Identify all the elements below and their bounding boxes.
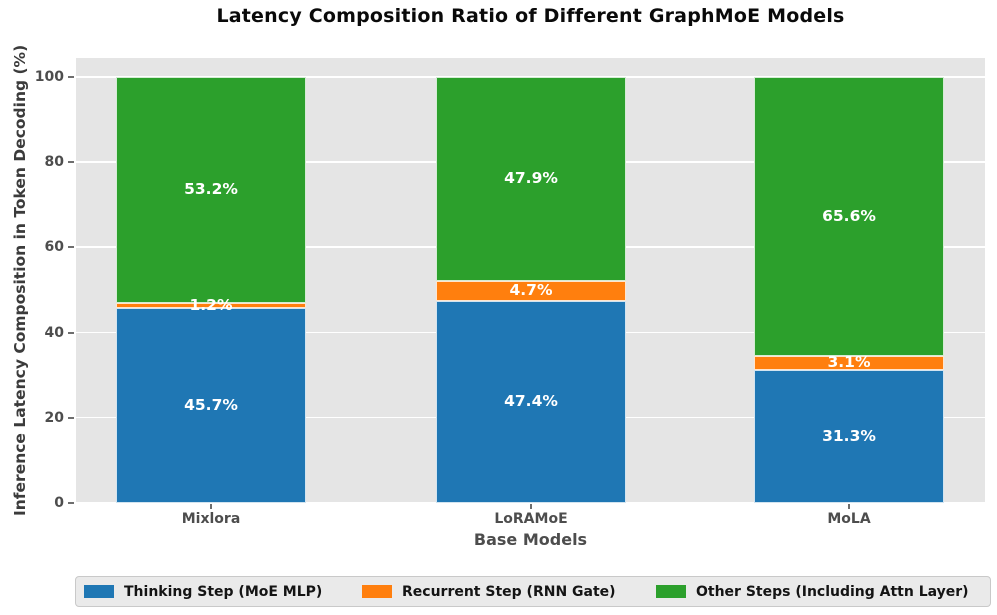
value-label: 65.6%: [822, 206, 876, 225]
bar-segment-loramoe: 47.4%: [436, 301, 626, 503]
y-tick-mark-0: [68, 502, 74, 504]
bar-segment-loramoe: 47.9%: [436, 77, 626, 282]
legend-label-2: Recurrent Step (RNN Gate): [402, 583, 616, 600]
legend-swatch-3: [656, 585, 686, 598]
value-label: 1.2%: [189, 296, 233, 315]
y-tick-mark-80: [68, 161, 74, 164]
legend-item-2: Recurrent Step (RNN Gate): [362, 577, 616, 606]
legend-item-3: Other Steps (Including Attn Layer): [656, 577, 969, 606]
grid-line-100: [76, 76, 985, 78]
bar-segment-mola: 65.6%: [754, 77, 944, 357]
y-tick-mark-20: [68, 416, 74, 419]
y-tick-label-0: 0: [54, 495, 64, 511]
y-axis-label: Inference Latency Composition in Token D…: [11, 44, 29, 517]
value-label: 47.9%: [504, 169, 558, 188]
value-label: 31.3%: [822, 426, 876, 445]
x-tick-label-mola: MoLA: [827, 511, 871, 527]
bar-segment-mixlora: 1.2%: [116, 298, 306, 313]
y-tick-mark-100: [68, 76, 74, 78]
legend-label-3: Other Steps (Including Attn Layer): [696, 583, 969, 600]
value-label: 45.7%: [184, 395, 238, 414]
value-label: 4.7%: [509, 281, 553, 300]
plot-area: 45.7% 1.2% 53.2% 47.4% 4.7% 47.9% 31.3% 3.1% 65.…: [76, 58, 985, 504]
x-tick-mark-mola: [848, 504, 850, 509]
y-tick-mark-60: [68, 246, 74, 249]
y-tick-label-40: 40: [44, 324, 64, 341]
bar-loramoe: 47.4% 4.7% 47.9%: [436, 77, 626, 503]
bar-mixlora: 45.7% 1.2% 53.2%: [116, 76, 306, 503]
value-label: 3.1%: [827, 353, 871, 372]
bar-segment-mixlora: 45.7%: [116, 308, 306, 503]
legend-label-1: Thinking Step (MoE MLP): [124, 583, 323, 600]
chart-title: Latency Composition Ratio of Different G…: [216, 5, 845, 27]
bar-segment-loramoe: 4.7%: [436, 281, 626, 302]
value-label: 47.4%: [504, 392, 558, 411]
x-axis-label: Base Models: [473, 530, 588, 549]
legend-swatch-1: [84, 585, 114, 598]
y-tick-mark-40: [68, 331, 74, 334]
x-tick-mark-mixlora: [210, 504, 212, 509]
legend-item-1: Thinking Step (MoE MLP): [84, 577, 322, 606]
x-tick-label-mixlora: Mixlora: [181, 511, 241, 527]
bar-mola: 31.3% 3.1% 65.6%: [754, 77, 944, 503]
legend: Thinking Step (MoE MLP) Recurrent Step (R…: [75, 576, 991, 607]
bar-segment-mola: 3.1%: [754, 353, 944, 372]
bar-segment-mola: 31.3%: [754, 369, 944, 503]
y-tick-label-60: 60: [44, 239, 64, 256]
x-tick-label-loramoe: LoRAMoE: [494, 511, 568, 527]
y-tick-label-20: 20: [44, 409, 64, 426]
y-tick-label-100: 100: [34, 69, 64, 85]
legend-swatch-2: [362, 585, 392, 598]
x-tick-mark-loramoe: [530, 504, 532, 509]
y-tick-label-80: 80: [44, 154, 64, 171]
value-label: 53.2%: [184, 180, 238, 199]
bar-segment-mixlora: 53.2%: [116, 76, 306, 304]
